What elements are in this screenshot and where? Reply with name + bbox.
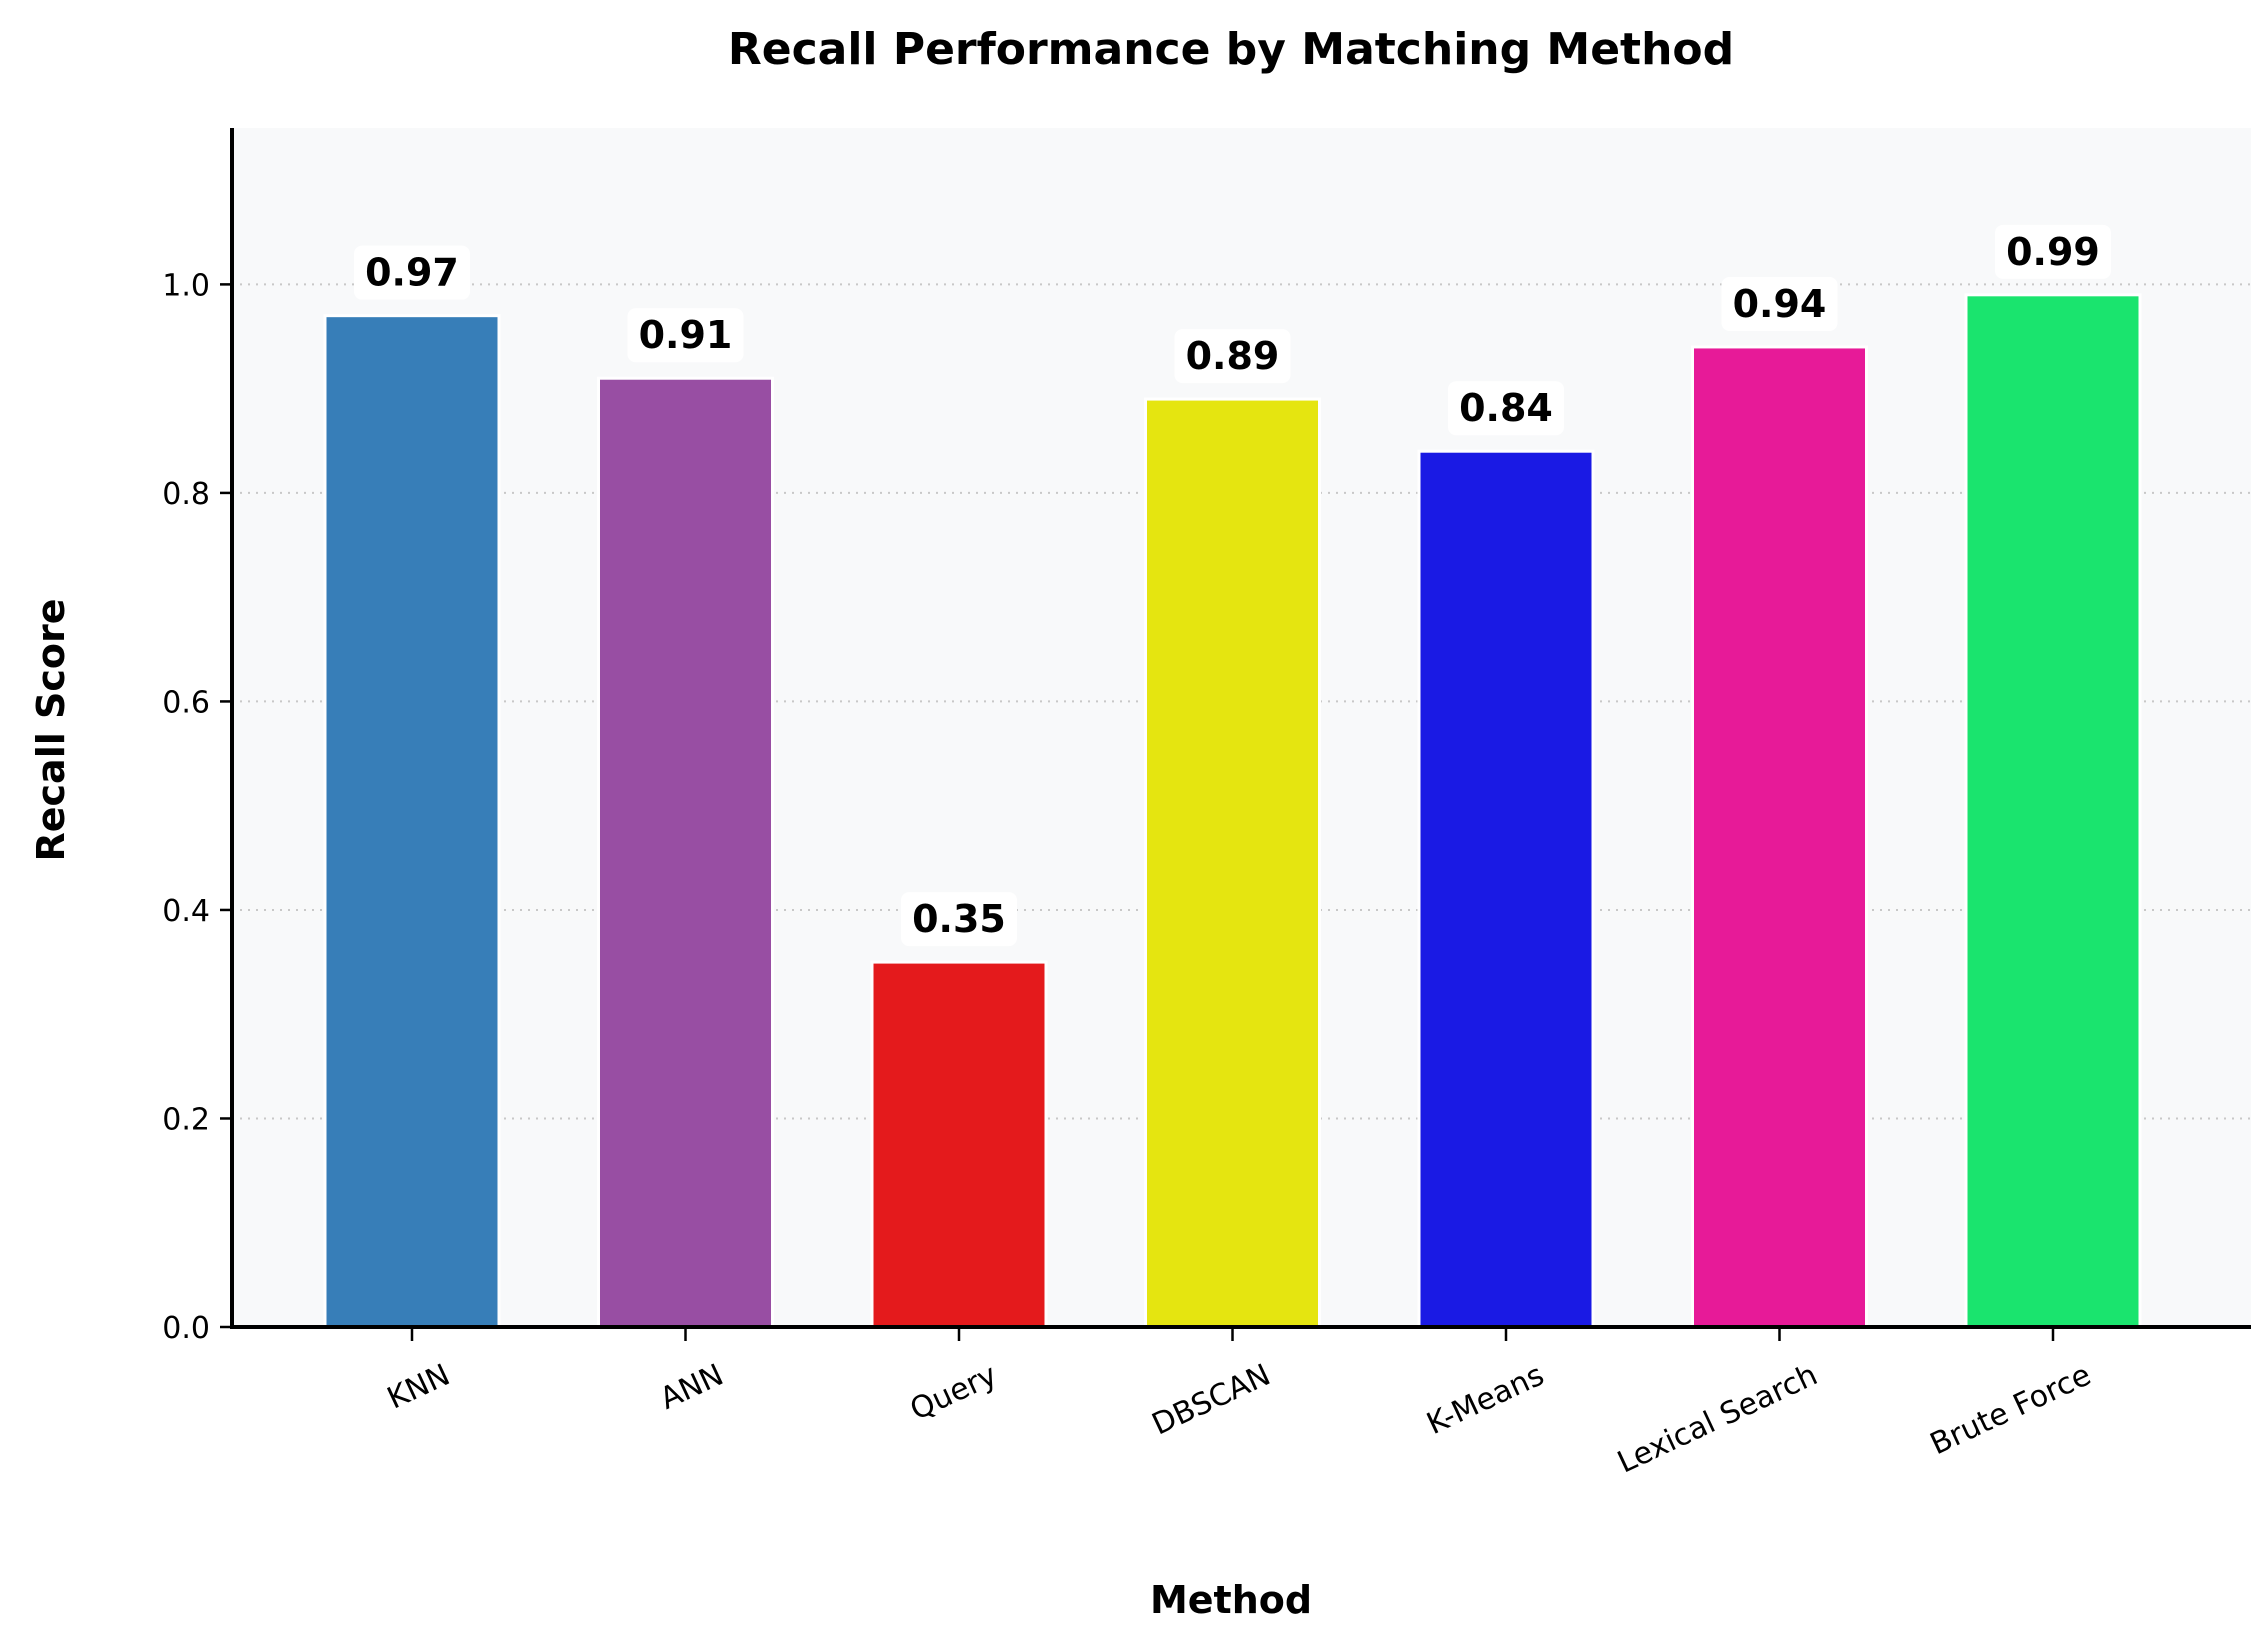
value-label: 0.89 [1186,334,1280,378]
y-tick-label: 0.8 [162,477,210,512]
value-label-box [1448,381,1564,436]
value-label: 0.91 [639,313,733,357]
value-label: 0.84 [1459,386,1553,430]
x-axis-title: Method [1150,1578,1312,1622]
bar-query [870,960,1048,1329]
y-axis: 0.0 0.2 0.4 0.6 0.8 1.0 [162,128,234,1346]
bar-knn [323,314,501,1329]
value-label: 0.94 [1733,282,1827,326]
bar-k-means [1417,449,1595,1329]
y-tick-label: 1.0 [162,268,210,303]
y-tick-label: 0.4 [162,894,210,929]
value-label: 0.97 [365,251,459,295]
value-label-box [354,245,470,300]
bar-ann [597,376,774,1329]
value-label-box [627,308,744,363]
value-label-box [901,892,1017,947]
y-tick-label: 0.0 [162,1311,210,1346]
value-labels: 0.97 0.91 0.35 0.89 0.84 0.94 0.99 [354,224,2111,947]
y-tick-label: 0.6 [162,685,210,720]
bar-brute-force [1964,293,2142,1329]
value-label: 0.35 [912,897,1006,941]
value-label-box [1721,276,1838,331]
y-axis-title: Recall Score [29,599,73,862]
value-label-box [1174,329,1291,384]
value-label: 0.99 [2006,230,2100,274]
y-tick-label: 0.2 [162,1102,210,1137]
bar-dbscan [1144,397,1321,1329]
chart-title: Recall Performance by Matching Method [728,24,1734,75]
bar-lexical-search [1691,345,1868,1329]
value-label-box [1995,224,2111,279]
bars [323,293,2142,1329]
